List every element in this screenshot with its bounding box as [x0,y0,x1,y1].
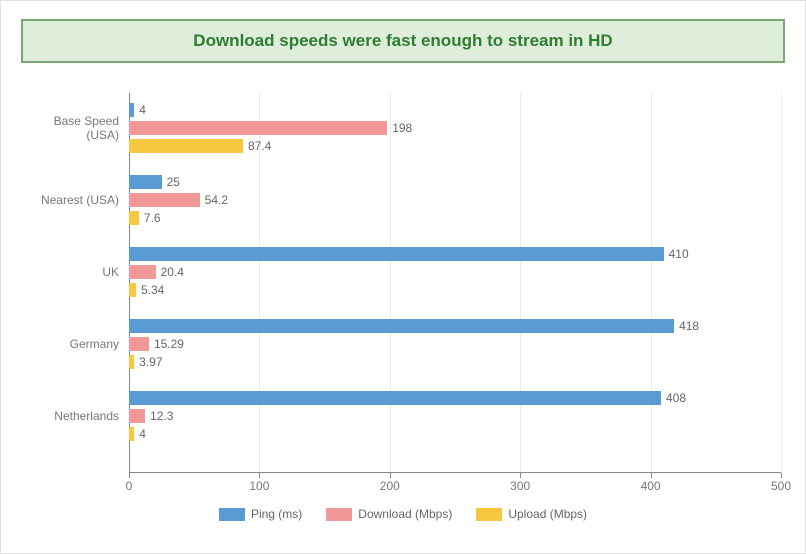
y-category-label: Nearest (USA) [21,193,119,207]
bar [129,247,664,261]
bar [129,103,134,117]
bar [129,193,200,207]
bar [129,139,243,153]
bar [129,121,387,135]
bar [129,283,136,297]
bar-value-label: 4 [139,427,146,441]
legend-item: Download (Mbps) [326,507,452,521]
bar-value-label: 15.29 [154,337,184,351]
bar-value-label: 198 [392,121,412,135]
y-category-label: Netherlands [21,409,119,423]
x-tick-label: 300 [510,479,530,493]
bar-value-label: 7.6 [144,211,161,225]
x-tick-label: 0 [126,479,133,493]
gridline [520,93,521,473]
bar-value-label: 12.3 [150,409,173,423]
gridline [651,93,652,473]
bar-value-label: 5.34 [141,283,164,297]
legend-swatch [476,508,502,521]
bar [129,427,134,441]
bar-value-label: 410 [669,247,689,261]
bar-value-label: 4 [139,103,146,117]
legend-label: Ping (ms) [251,507,302,521]
bar [129,337,149,351]
bar [129,409,145,423]
legend-label: Download (Mbps) [358,507,452,521]
bar-value-label: 20.4 [161,265,184,279]
bar [129,175,162,189]
legend-label: Upload (Mbps) [508,507,587,521]
y-category-label: Germany [21,337,119,351]
legend-swatch [219,508,245,521]
y-category-label: UK [21,265,119,279]
legend-swatch [326,508,352,521]
chart-title: Download speeds were fast enough to stre… [21,19,785,63]
legend-item: Ping (ms) [219,507,302,521]
plot-area: 0100200300400500Base Speed (USA)419887.4… [21,93,785,503]
chart-area: 0100200300400500Base Speed (USA)419887.4… [21,93,785,521]
legend-item: Upload (Mbps) [476,507,587,521]
legend: Ping (ms) Download (Mbps) Upload (Mbps) [21,507,785,521]
x-tick-label: 500 [771,479,791,493]
bar-value-label: 87.4 [248,139,271,153]
bar [129,319,674,333]
bar [129,211,139,225]
x-tick-label: 400 [641,479,661,493]
bar [129,265,156,279]
gridline [781,93,782,473]
gridline [390,93,391,473]
bar [129,355,134,369]
bar-value-label: 54.2 [205,193,228,207]
bar-value-label: 408 [666,391,686,405]
x-tick-label: 100 [249,479,269,493]
bar-value-label: 418 [679,319,699,333]
bar-value-label: 25 [167,175,180,189]
y-category-label: Base Speed (USA) [21,114,119,142]
x-tick-label: 200 [380,479,400,493]
bar-value-label: 3.97 [139,355,162,369]
bar [129,391,661,405]
